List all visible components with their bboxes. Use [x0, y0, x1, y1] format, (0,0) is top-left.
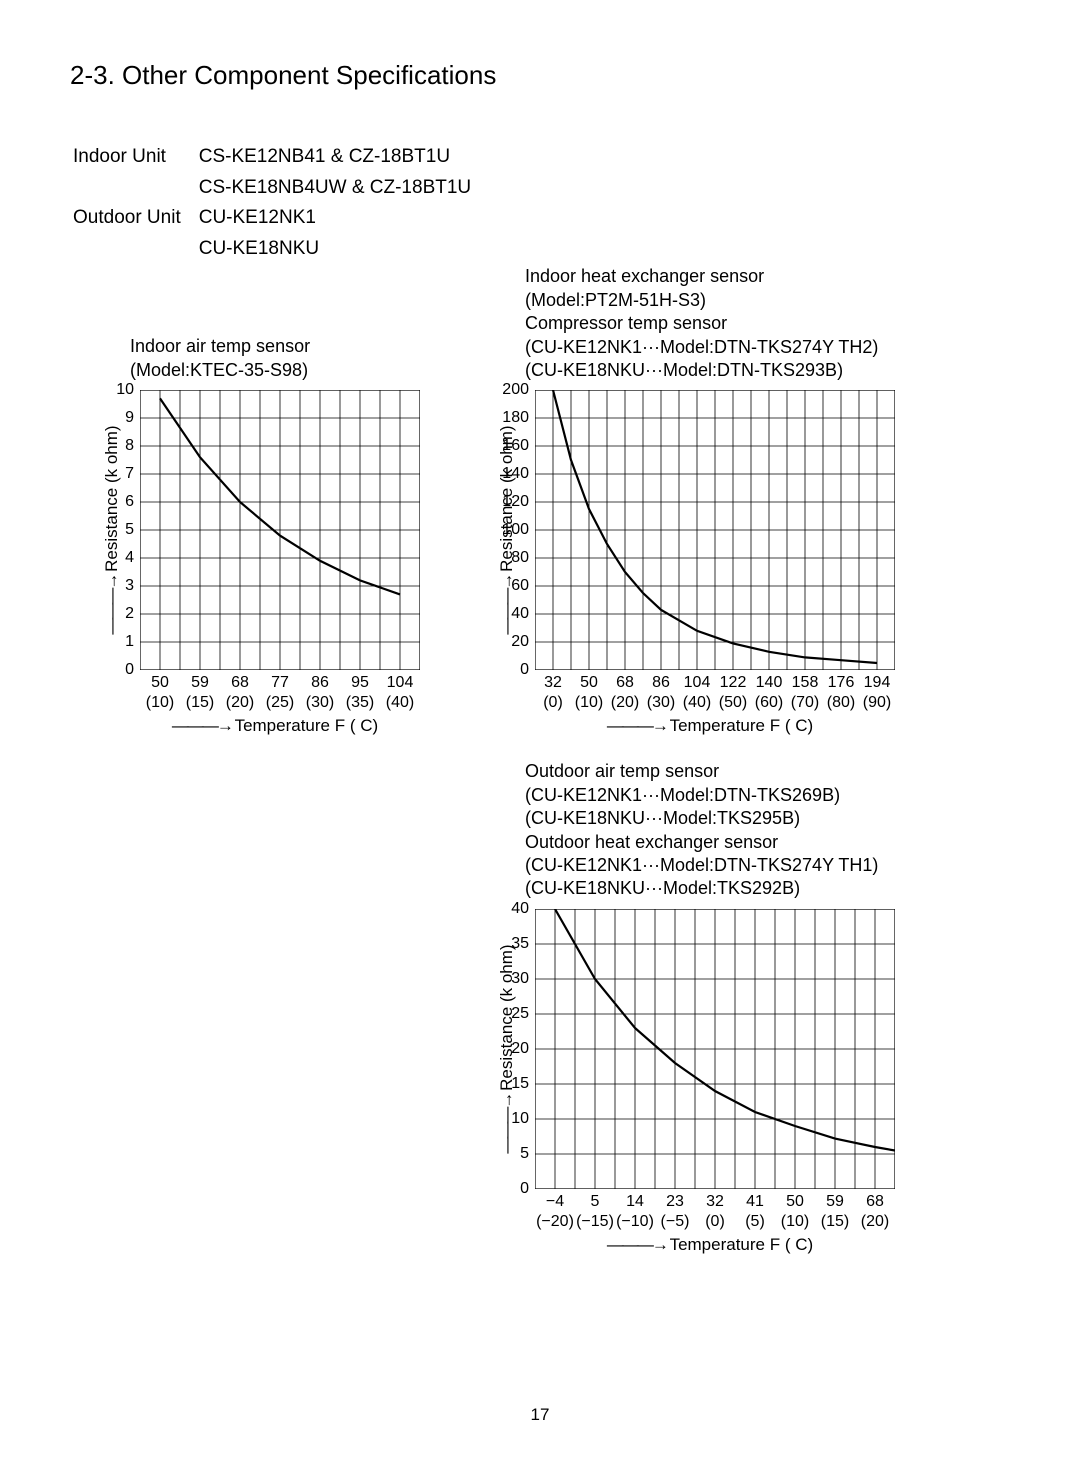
outdoor-unit-line1: CU-KE12NK1: [198, 204, 486, 233]
chart3-caption: Outdoor air temp sensor (CU-KE12NK1···Mo…: [525, 760, 895, 900]
y-tick-label: 1: [100, 633, 140, 651]
chart2: Indoor heat exchanger sensor (Model:PT2M…: [525, 265, 895, 736]
chart3: Outdoor air temp sensor (CU-KE12NK1···Mo…: [525, 760, 895, 1254]
y-tick-label: 20: [495, 633, 535, 651]
y-tick-label: 30: [495, 970, 535, 988]
y-tick-label: 10: [100, 381, 140, 399]
y-tick-label: 10: [495, 1110, 535, 1128]
indoor-unit-line2: CS-KE18NB4UW & CZ-18BT1U: [198, 174, 486, 203]
y-tick-label: 80: [495, 549, 535, 567]
page-number: 17: [70, 1405, 1010, 1425]
indoor-unit-line1: CS-KE12NB41 & CZ-18BT1U: [198, 143, 486, 172]
x-tick-label-c: (40): [375, 670, 425, 712]
chart3-plot: ———→ Resistance (k ohm)0510152025303540−…: [535, 909, 895, 1189]
x-axis-label: ———→ Temperature F ( C): [525, 716, 895, 736]
y-tick-label: 40: [495, 900, 535, 918]
y-tick-label: 9: [100, 409, 140, 427]
unit-table: Indoor Unit CS-KE12NB41 & CZ-18BT1U CS-K…: [70, 141, 488, 265]
y-tick-label: 40: [495, 605, 535, 623]
y-tick-label: 5: [100, 521, 140, 539]
y-tick-label: 160: [495, 437, 535, 455]
chart1: Indoor air temp sensor (Model:KTEC-35-S9…: [130, 335, 420, 736]
chart-svg: [535, 909, 895, 1189]
y-tick-label: 140: [495, 465, 535, 483]
y-tick-label: 15: [495, 1075, 535, 1093]
y-tick-label: 3: [100, 577, 140, 595]
x-axis-label: ———→ Temperature F ( C): [130, 716, 420, 736]
outdoor-unit-line2: CU-KE18NKU: [198, 235, 486, 264]
indoor-unit-label: Indoor Unit: [72, 143, 196, 172]
y-tick-label: 6: [100, 493, 140, 511]
y-tick-label: 25: [495, 1005, 535, 1023]
outdoor-unit-label: Outdoor Unit: [72, 204, 196, 233]
y-tick-label: 2: [100, 605, 140, 623]
chart2-caption: Indoor heat exchanger sensor (Model:PT2M…: [525, 265, 895, 382]
y-tick-label: 7: [100, 465, 140, 483]
y-tick-label: 20: [495, 1040, 535, 1058]
y-tick-label: 0: [495, 1180, 535, 1198]
y-tick-label: 8: [100, 437, 140, 455]
y-tick-label: 4: [100, 549, 140, 567]
chart1-caption: Indoor air temp sensor (Model:KTEC-35-S9…: [130, 335, 420, 382]
page: 2-3. Other Component Specifications Indo…: [0, 0, 1080, 1465]
x-tick-label-c: (90): [852, 670, 902, 712]
charts-area: Indoor air temp sensor (Model:KTEC-35-S9…: [70, 295, 1010, 1395]
y-tick-label: 100: [495, 521, 535, 539]
y-tick-label: 120: [495, 493, 535, 511]
y-tick-label: 0: [100, 661, 140, 679]
chart-svg: [140, 390, 420, 670]
chart2-plot: ———→ Resistance (k ohm)02040608010012014…: [535, 390, 895, 670]
chart-svg: [535, 390, 895, 670]
section-title: 2-3. Other Component Specifications: [70, 60, 1010, 91]
x-tick-label-c: (20): [850, 1189, 900, 1231]
y-tick-label: 5: [495, 1145, 535, 1163]
y-tick-label: 60: [495, 577, 535, 595]
y-tick-label: 180: [495, 409, 535, 427]
y-tick-label: 35: [495, 935, 535, 953]
chart1-plot: ———→ Resistance (k ohm)01234567891050(10…: [140, 390, 420, 670]
curve: [555, 909, 895, 1151]
y-tick-label: 200: [495, 381, 535, 399]
x-axis-label: ———→ Temperature F ( C): [525, 1235, 895, 1255]
